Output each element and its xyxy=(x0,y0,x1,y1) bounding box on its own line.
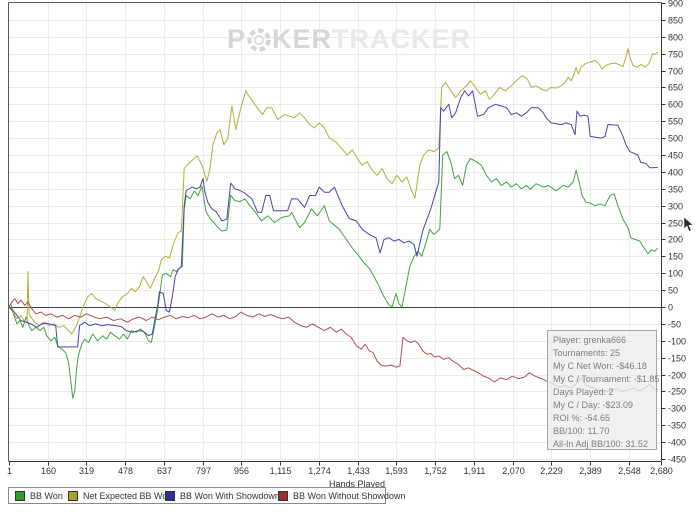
x-tick-label: 160 xyxy=(41,466,56,476)
y-tick-label: 100 xyxy=(668,269,683,279)
stat-roi: ROI %: -54.65 xyxy=(553,413,611,423)
y-tick-label: 0 xyxy=(668,303,673,313)
stat-net-won: My C Net Won: -$46.18 xyxy=(553,361,647,371)
y-tick-label: 500 xyxy=(668,134,683,144)
x-axis-title: Hands Played xyxy=(329,479,385,489)
y-tick-label: 250 xyxy=(668,219,683,229)
y-tick-label: 900 xyxy=(668,0,683,9)
x-tick-label: 2,070 xyxy=(502,466,525,476)
x-tick-label: 319 xyxy=(79,466,94,476)
legend-item-bb-won[interactable]: BB Won xyxy=(15,488,63,503)
stat-player: Player: grenka666 xyxy=(553,335,627,345)
series-line-net-expected-bb-won xyxy=(8,48,659,335)
y-tick-label: -250 xyxy=(668,387,686,397)
x-tick-label: 1,593 xyxy=(385,466,408,476)
y-tick-label: 150 xyxy=(668,252,683,262)
y-tick-label: 850 xyxy=(668,16,683,26)
x-tick-label: 956 xyxy=(234,466,249,476)
x-tick-label: 2,229 xyxy=(540,466,563,476)
y-tick-label: 750 xyxy=(668,50,683,60)
y-tick-label: -350 xyxy=(668,421,686,431)
series-line-bb-won-without-showdown xyxy=(8,298,658,393)
x-tick-label: 1,911 xyxy=(464,466,486,476)
y-tick-label: 200 xyxy=(668,235,683,245)
legend-item-bb-won-without-showdown[interactable]: BB Won Without Showdown xyxy=(278,488,405,503)
y-tick-label: -300 xyxy=(668,404,686,414)
x-tick-label: 797 xyxy=(196,466,211,476)
player-stats-info-box: Player: grenka666 Tournaments: 25 My C N… xyxy=(547,330,660,450)
y-tick-label: -150 xyxy=(668,354,686,364)
legend-swatch-dark-red xyxy=(278,490,288,501)
stat-per-tournament: My C / Tournament: -$1.85 xyxy=(553,374,660,384)
y-tick-label: 450 xyxy=(668,151,683,161)
y-tick-label: 700 xyxy=(668,67,683,77)
stat-per-day: My C / Day: -$23.09 xyxy=(553,400,634,410)
y-tick-label: 300 xyxy=(668,202,683,212)
x-tick-label: 1 xyxy=(7,466,12,476)
series-line-bb-won-with-showdown xyxy=(8,90,658,348)
legend-label: BB Won With Showdown xyxy=(180,490,280,501)
legend-swatch-blue xyxy=(165,490,175,501)
y-tick-label: 800 xyxy=(668,33,683,43)
x-tick-label: 2,389 xyxy=(579,466,602,476)
x-tick-label: 637 xyxy=(157,466,172,476)
x-tick-label: 478 xyxy=(118,466,133,476)
legend-label: BB Won xyxy=(30,490,63,501)
x-tick-label: 2,680 xyxy=(650,466,673,476)
y-tick-label: 350 xyxy=(668,185,683,195)
legend-item-bb-won-with-showdown[interactable]: BB Won With Showdown xyxy=(165,488,280,503)
y-tick-label: -50 xyxy=(668,320,681,330)
y-tick-label: 50 xyxy=(668,286,678,296)
stat-tournaments: Tournaments: 25 xyxy=(553,348,621,358)
stat-allin-adj-bb100: All-In Adj BB/100: 31.52 xyxy=(553,439,649,449)
legend-swatch-olive xyxy=(68,490,78,501)
series-line-bb-won xyxy=(8,151,659,399)
x-tick-label: 1,752 xyxy=(424,466,447,476)
y-tick-label: -400 xyxy=(668,438,686,448)
x-tick-label: 1,115 xyxy=(270,466,292,476)
x-tick-label: 1,274 xyxy=(308,466,331,476)
y-tick-label: -450 xyxy=(668,455,686,465)
y-tick-label: -200 xyxy=(668,371,686,381)
chart-legend: BB Won Net Expected BB Won BB Won With S… xyxy=(8,487,405,504)
y-tick-label: 650 xyxy=(668,83,683,93)
axis-ticks xyxy=(9,3,666,466)
x-tick-label: 2,548 xyxy=(618,466,641,476)
legend-item-net-expected-bb-won[interactable]: Net Expected BB Won xyxy=(68,488,172,503)
legend-label: BB Won Without Showdown xyxy=(293,490,406,501)
x-tick-label: 1,433 xyxy=(347,466,370,476)
stat-bb100: BB/100: 11.70 xyxy=(553,426,610,436)
y-tick-label: -100 xyxy=(668,337,686,347)
legend-swatch-green xyxy=(15,490,25,501)
mouse-cursor-icon xyxy=(683,216,694,232)
y-tick-label: 600 xyxy=(668,100,683,110)
axis-labels: 1 160 319 478 637 797 956 1,115 1,274 1,433 1,593 1… xyxy=(7,0,686,476)
legend-label: Net Expected BB Won xyxy=(83,490,173,501)
y-tick-label: 550 xyxy=(668,117,683,127)
stat-days-played: Days Played: 2 xyxy=(553,387,614,397)
y-tick-label: 400 xyxy=(668,168,683,178)
